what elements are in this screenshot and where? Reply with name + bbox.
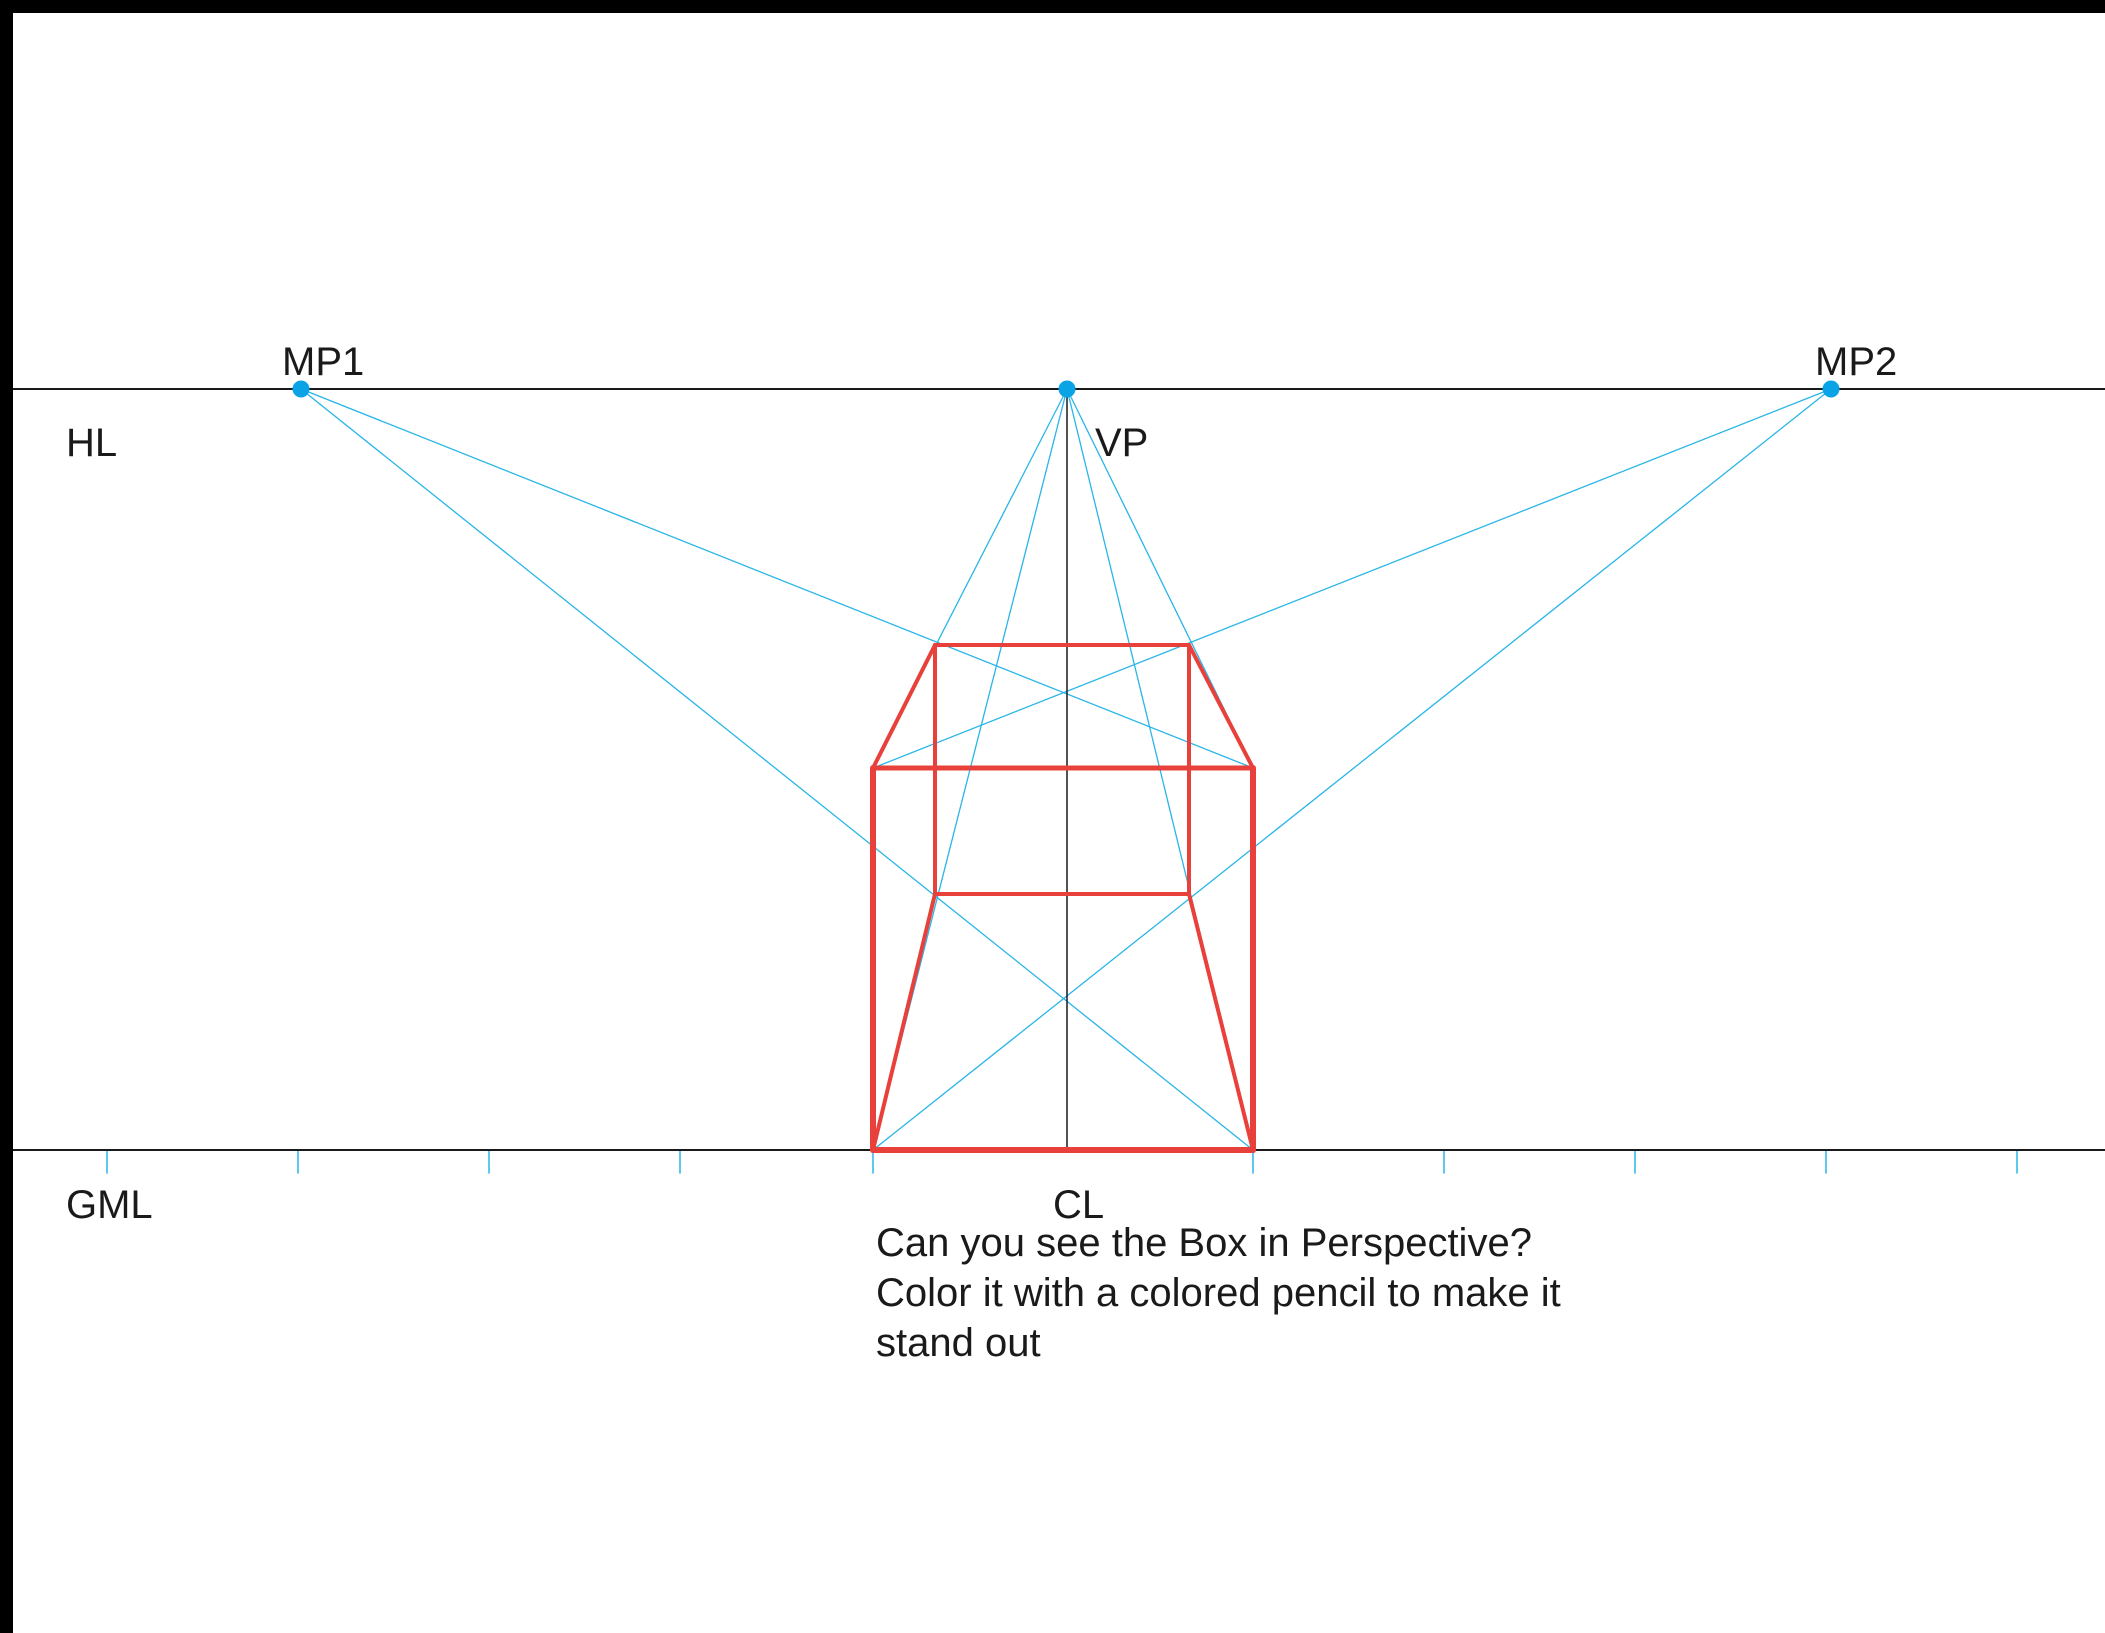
caption-line-1: Can you see the Box in Perspective? [876, 1221, 1532, 1265]
mp1-label: MP1 [282, 340, 364, 384]
vp-label: VP [1095, 421, 1148, 465]
horizon-line-label: HL [66, 421, 117, 465]
box-top-left-receding-edge [871, 643, 937, 770]
mp1-to-front-top-right-line [300, 388, 1254, 769]
center-line-label: CL [1053, 1183, 1104, 1227]
drawing-sheet: HL MP1 MP2 VP GML CL Can you see the Box… [13, 13, 2105, 1633]
instruction-caption: Can you see the Box in Perspective? Colo… [876, 1218, 1676, 1368]
ground-measuring-line-label: GML [66, 1183, 153, 1227]
mp2-to-front-bottom-left-line [872, 388, 1832, 1151]
perspective-box [870, 643, 1256, 1153]
box-top-right-receding-edge [1187, 643, 1255, 770]
mp1-to-front-bottom-right-line [300, 388, 1254, 1151]
box-bottom-left-receding-edge [871, 892, 937, 1152]
mp1-point [292, 380, 310, 398]
mp2-label: MP2 [1815, 340, 1897, 384]
diagram-labels: HL MP1 MP2 VP GML CL [66, 340, 1897, 1227]
vp-point [1058, 380, 1076, 398]
perspective-diagram: HL MP1 MP2 VP GML CL [13, 340, 2105, 1227]
caption-line-2: Color it with a colored pencil to make i… [876, 1271, 1561, 1315]
box-bottom-right-receding-edge [1187, 892, 1255, 1152]
construction-lines [106, 388, 2018, 1174]
caption-line-3: stand out [876, 1321, 1041, 1365]
reference-points [292, 380, 1840, 398]
mp2-to-front-top-left-line [872, 388, 1832, 769]
mp2-point [1822, 380, 1840, 398]
